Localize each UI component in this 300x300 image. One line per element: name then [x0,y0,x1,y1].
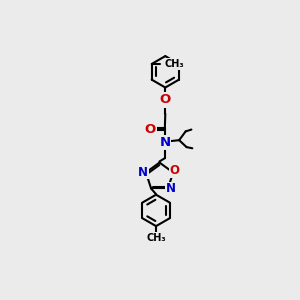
Text: O: O [170,164,180,177]
Text: CH₃: CH₃ [146,233,166,243]
Text: N: N [166,182,176,196]
Text: CH₃: CH₃ [165,59,184,69]
Text: N: N [159,136,170,149]
Text: O: O [160,94,171,106]
Text: O: O [144,123,156,136]
Text: N: N [138,166,148,178]
